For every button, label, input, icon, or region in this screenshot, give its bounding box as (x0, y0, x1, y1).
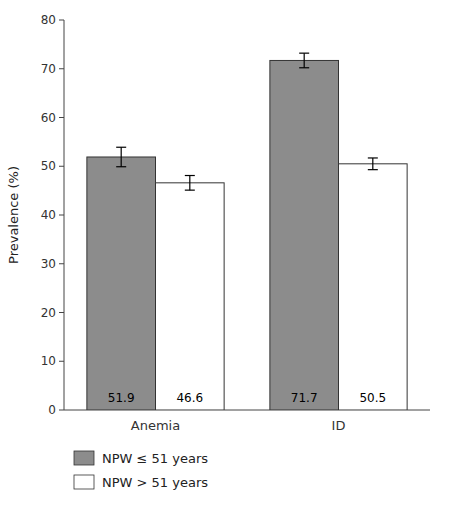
y-tick (59, 68, 64, 69)
y-tick-label: 20 (41, 306, 56, 320)
error-bar-cap (299, 67, 309, 68)
error-bar-cap (185, 190, 195, 191)
y-tick (59, 117, 64, 118)
bars (87, 53, 407, 410)
y-tick-label: 0 (48, 403, 56, 417)
data-label: 71.7 (291, 391, 318, 405)
y-tick (59, 20, 64, 21)
bar (339, 164, 408, 410)
error-bar (299, 53, 309, 68)
legend-label: NPW > 51 years (102, 475, 208, 490)
error-bar-line (189, 176, 190, 191)
y-tick (59, 361, 64, 362)
chart-container: 0 10 20 30 40 50 60 70 80 Prevalence (%) Anemia ID 5… (0, 0, 450, 525)
x-axis: Anemia ID (64, 410, 430, 433)
error-bar-cap (116, 147, 126, 148)
y-tick-label: 70 (41, 62, 56, 76)
error-bar-line (304, 53, 305, 68)
error-bar-cap (299, 53, 309, 54)
y-axis-label: Prevalence (%) (6, 166, 21, 264)
y-tick-label: 80 (41, 13, 56, 27)
y-tick-label: 50 (41, 159, 56, 173)
error-bar (116, 147, 126, 167)
error-bar-cap (368, 169, 378, 170)
legend-swatch (74, 475, 94, 489)
error-bar-cap (116, 166, 126, 167)
error-bar (185, 176, 195, 191)
y-tick-label: 60 (41, 111, 56, 125)
error-bar (368, 158, 378, 170)
y-tick (59, 312, 64, 313)
error-bar-cap (185, 175, 195, 176)
bar (270, 60, 339, 410)
legend-swatch (74, 451, 94, 465)
legend: NPW ≤ 51 years NPW > 51 years (74, 451, 208, 490)
bar (87, 157, 156, 410)
bar (156, 183, 225, 410)
error-bar-line (372, 158, 373, 170)
y-tick (59, 215, 64, 216)
data-label: 51.9 (108, 391, 135, 405)
y-tick (59, 410, 64, 411)
x-tick-label: ID (332, 418, 346, 433)
chart: 0 10 20 30 40 50 60 70 80 Prevalence (%) Anemia ID 5… (0, 0, 450, 525)
data-labels: 51.9 71.7 46.6 50.5 (108, 391, 386, 405)
legend-label: NPW ≤ 51 years (102, 451, 208, 466)
error-bar-cap (368, 157, 378, 158)
y-tick-label: 30 (41, 257, 56, 271)
y-tick-label: 10 (41, 354, 56, 368)
y-axis: 0 10 20 30 40 50 60 70 80 (41, 13, 64, 417)
data-label: 50.5 (359, 391, 386, 405)
x-tick-label: Anemia (131, 418, 180, 433)
y-tick (59, 166, 64, 167)
y-tick-label: 40 (41, 208, 56, 222)
error-bar-line (121, 147, 122, 167)
data-label: 46.6 (176, 391, 203, 405)
y-tick (59, 263, 64, 264)
